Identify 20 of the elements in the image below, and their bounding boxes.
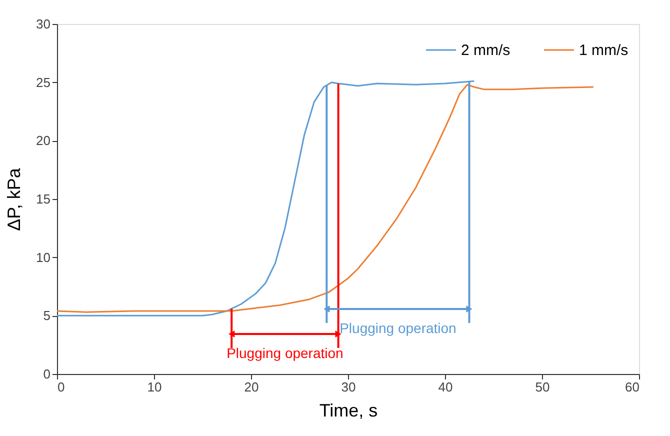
y-tick-label: 0 <box>43 366 50 382</box>
y-tick-label: 5 <box>43 308 50 324</box>
legend-label: 1 mm/s <box>579 42 628 59</box>
annotation: Plugging operation <box>340 320 456 336</box>
y-tick-label: 20 <box>36 133 50 148</box>
y-tick-label: 30 <box>36 16 50 32</box>
legend-label: 2 mm/s <box>461 42 510 59</box>
y-tick-label: 10 <box>36 250 50 265</box>
annotation: Plugging operation <box>226 345 344 361</box>
x-tick-label: 30 <box>341 380 356 394</box>
x-tick-label: 20 <box>244 380 259 394</box>
y-axis-title: ΔP, kPa <box>4 167 24 231</box>
x-tick-label: 10 <box>147 380 162 394</box>
y-tick-label: 25 <box>36 74 50 90</box>
x-tick-label: 40 <box>438 380 453 394</box>
x-tick-label: 60 <box>625 380 640 394</box>
x-axis-title: Time, s <box>319 400 378 420</box>
y-tick-label: 15 <box>36 192 50 206</box>
x-tick-label: 0 <box>58 380 65 394</box>
x-tick-label: 50 <box>535 380 550 394</box>
